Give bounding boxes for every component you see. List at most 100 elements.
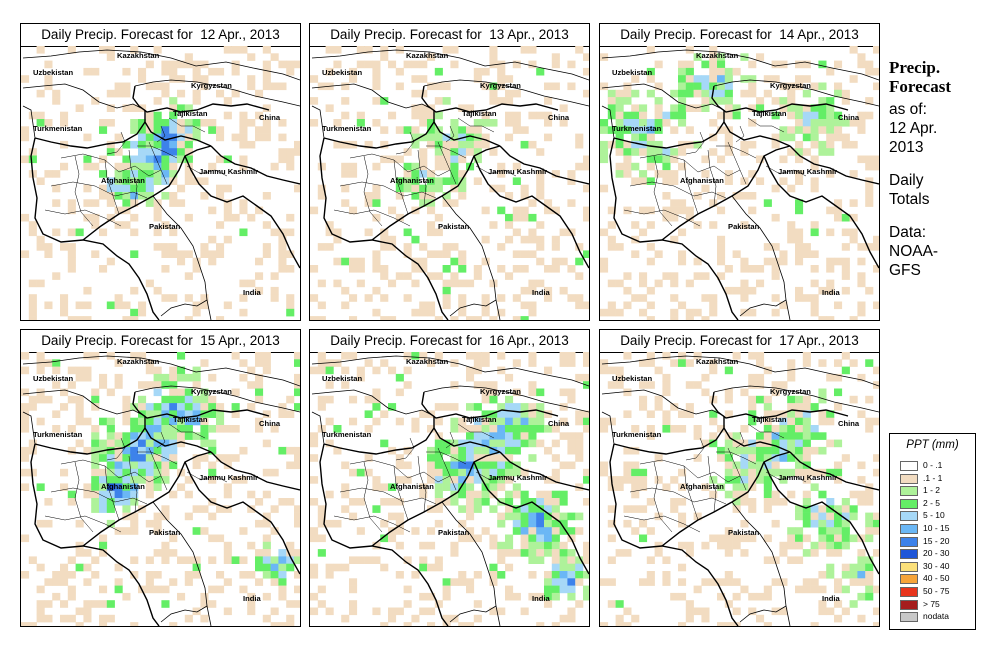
precip-cell xyxy=(411,425,420,433)
precip-cell xyxy=(473,432,482,440)
precip-cell xyxy=(802,250,811,258)
precip-cell xyxy=(512,512,521,521)
precip-cell xyxy=(161,265,170,273)
legend-swatch xyxy=(900,498,918,509)
precip-cell xyxy=(740,75,749,83)
precip-cell xyxy=(106,213,115,222)
precip-cell xyxy=(153,243,162,251)
precip-cell xyxy=(169,199,178,207)
precip-cell xyxy=(497,403,506,411)
precip-cell xyxy=(60,563,69,572)
precip-cell xyxy=(99,184,108,193)
precip-cell xyxy=(161,461,170,470)
precip-cell xyxy=(145,571,154,579)
precip-cell xyxy=(216,505,225,513)
country-border xyxy=(601,411,615,445)
precip-cell xyxy=(662,381,671,389)
province-border xyxy=(395,437,415,461)
country-label: Uzbekistan xyxy=(322,374,362,383)
country-border xyxy=(731,501,791,626)
precip-cell xyxy=(262,366,271,375)
precip-cell xyxy=(99,119,108,127)
country-borders xyxy=(22,49,300,320)
precip-cell xyxy=(192,126,201,134)
precip-cell xyxy=(310,97,319,105)
precip-cell xyxy=(450,133,459,142)
precip-cell xyxy=(662,119,671,127)
precip-cell xyxy=(873,585,879,594)
precip-cell xyxy=(528,228,537,237)
precip-cell xyxy=(701,170,710,178)
precip-cell xyxy=(724,395,733,404)
precip-cell xyxy=(270,294,279,302)
precip-cell xyxy=(607,243,616,251)
precip-cell xyxy=(67,366,76,375)
precip-cell xyxy=(169,162,178,171)
precip-cell xyxy=(575,578,584,586)
country-label: Kazakhstan xyxy=(696,51,739,60)
precip-cell xyxy=(466,432,475,440)
precip-cell xyxy=(810,104,819,112)
precip-cell xyxy=(583,53,589,61)
province-border xyxy=(747,423,785,439)
precip-cell xyxy=(717,235,726,244)
precip-cell xyxy=(270,272,279,280)
precip-cell xyxy=(184,53,193,61)
precip-cell xyxy=(802,439,811,448)
precip-cell xyxy=(44,60,53,69)
precip-cell xyxy=(732,461,741,470)
country-border xyxy=(132,85,270,113)
precip-cell xyxy=(685,104,694,112)
precip-cell xyxy=(567,439,576,448)
precip-cell xyxy=(678,425,687,433)
precip-cell xyxy=(528,439,537,448)
precip-cell xyxy=(670,206,679,215)
precip-cell xyxy=(567,563,576,572)
precip-cell xyxy=(106,417,115,426)
precip-cell xyxy=(544,578,553,586)
precip-cell xyxy=(161,381,170,389)
precip-cell xyxy=(623,352,632,360)
precip-map: Kazakhstan Uzbekistan Kyrgyzstan Tajikistan… xyxy=(21,352,300,626)
precip-cell xyxy=(317,534,326,543)
country-labels: KazakhstanUzbekistanKyrgyzstanTajikistan… xyxy=(33,51,281,297)
precip-cell xyxy=(567,82,576,91)
precip-cell xyxy=(67,498,76,506)
precip-cell xyxy=(732,483,741,491)
precip-cell xyxy=(341,257,350,266)
country-border xyxy=(423,385,589,413)
precip-cell xyxy=(857,461,866,470)
precip-cell xyxy=(607,308,616,317)
country-border xyxy=(371,451,501,547)
precip-cell xyxy=(763,410,772,418)
precip-cell xyxy=(567,578,576,586)
precip-cell xyxy=(434,519,443,528)
precip-cell xyxy=(756,446,765,455)
country-border xyxy=(739,605,787,623)
precip-cell xyxy=(756,352,765,360)
precip-cell xyxy=(325,439,334,448)
precip-cell xyxy=(458,140,467,149)
precip-cell xyxy=(865,243,874,251)
country-border xyxy=(82,451,212,547)
precip-cell xyxy=(787,148,796,156)
precip-cell xyxy=(724,476,733,484)
precip-cell xyxy=(544,82,553,91)
precip-cell xyxy=(512,126,521,134)
precip-cell xyxy=(145,133,154,142)
precip-cell xyxy=(818,571,827,579)
precip-cell xyxy=(333,257,342,266)
precip-cell xyxy=(395,82,404,91)
precip-cell xyxy=(724,133,733,142)
precip-cell xyxy=(200,82,209,91)
as-of-date-line2: 2013 xyxy=(889,139,924,156)
precip-cell xyxy=(239,199,248,207)
precip-cell xyxy=(473,75,482,83)
precip-cell xyxy=(294,359,300,367)
precip-cell xyxy=(771,425,780,433)
precip-cell xyxy=(208,446,217,455)
precip-cell xyxy=(278,60,287,69)
precip-cell xyxy=(466,366,475,375)
precip-cell xyxy=(748,170,757,178)
precip-cell xyxy=(106,257,115,266)
